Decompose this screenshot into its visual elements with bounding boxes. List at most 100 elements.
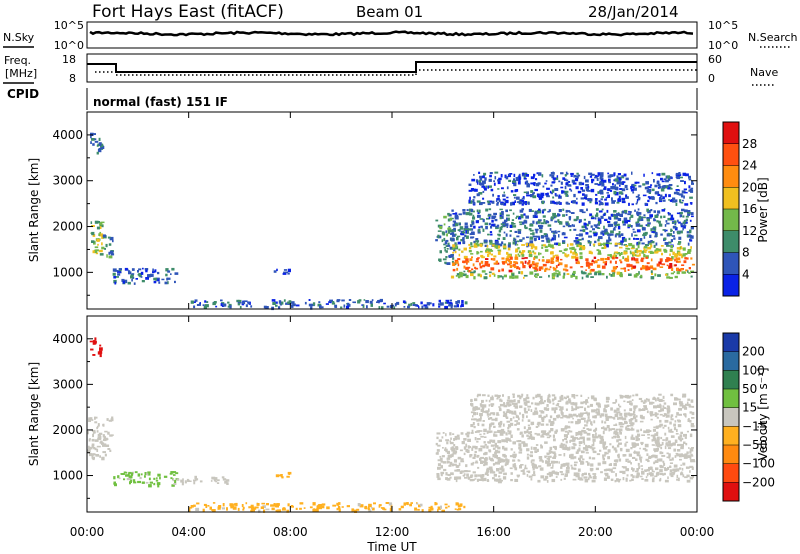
heatmap-cell [489,231,493,233]
heatmap-cell [446,248,449,250]
heatmap-cell [664,472,666,476]
heatmap-cell [514,423,517,426]
heatmap-cell [640,218,644,221]
heatmap-cell [666,452,669,455]
heatmap-cell [629,422,633,424]
heatmap-cell [508,269,513,273]
heatmap-cell [571,409,574,412]
heatmap-cell [534,188,538,192]
heatmap-cell [594,409,597,412]
heatmap-cell [673,470,676,473]
heatmap-cell [651,456,656,458]
heatmap-cell [400,505,404,509]
heatmap-cell [576,438,580,440]
heatmap-cell [666,456,670,459]
heatmap-cell [566,465,570,468]
heatmap-cell [652,444,655,446]
heatmap-cell [493,182,496,186]
heatmap-cell [615,473,617,477]
heatmap-cell [624,252,628,255]
heatmap-cell [512,212,515,215]
heatmap-cell [489,274,492,278]
heatmap-cell [501,187,504,190]
heatmap-cell [646,208,650,212]
heatmap-cell [472,201,476,205]
heatmap-cell [504,260,508,264]
heatmap-cell [503,447,508,451]
heatmap-cell [99,344,102,347]
heatmap-cell [545,408,549,411]
heatmap-cell [533,446,537,450]
heatmap-cell [485,208,489,212]
heatmap-cell [498,475,501,478]
heatmap-cell [312,508,317,512]
heatmap-cell [357,503,361,507]
heatmap-cell [673,423,676,427]
heatmap-cell [599,414,602,418]
heatmap-cell [507,244,511,248]
heatmap-cell [582,193,585,196]
heatmap-cell [664,407,667,409]
heatmap-cell [463,228,466,231]
heatmap-cell [509,275,513,279]
heatmap-cell [651,469,654,471]
heatmap-cell [517,394,521,398]
heatmap-cell [611,200,615,204]
heatmap-cell [540,444,542,446]
heatmap-cell [444,249,446,252]
heatmap-cell [619,425,624,428]
heatmap-cell [436,449,440,452]
heatmap-cell [605,473,609,477]
heatmap-cell [683,441,686,444]
heatmap-cell [369,300,373,304]
heatmap-cell [573,396,576,399]
heatmap-cell [210,480,213,482]
heatmap-cell [554,460,558,464]
heatmap-cell [672,222,676,224]
heatmap-cell [632,468,635,472]
heatmap-cell [564,426,568,429]
heatmap-cell [506,438,511,442]
heatmap-cell [211,476,216,480]
heatmap-cell [666,276,671,279]
y-tick-label: 4000 [52,332,83,346]
heatmap-cell [546,480,549,483]
heatmap-cell [106,254,108,258]
heatmap-cell [488,450,492,453]
heatmap-cell [118,477,121,480]
heatmap-cell [521,393,524,397]
heatmap-cell [625,478,628,482]
heatmap-cell [529,251,532,254]
heatmap-cell [519,209,524,213]
heatmap-cell [402,300,406,303]
heatmap-cell [475,260,479,263]
heatmap-cell [613,190,617,195]
heatmap-cell [90,132,94,136]
heatmap-cell [590,424,593,426]
heatmap-cell [640,257,645,260]
heatmap-cell [615,214,618,217]
heatmap-cell [563,396,566,399]
heatmap-cell [477,273,481,277]
heatmap-cell [592,438,596,442]
heatmap-cell [671,229,673,232]
heatmap-cell [656,173,661,176]
heatmap-cell [496,457,499,460]
heatmap-cell [101,242,103,246]
heatmap-cell [550,473,553,477]
heatmap-cell [631,422,635,425]
heatmap-cell [453,459,457,463]
heatmap-cell [661,451,664,454]
heatmap-cell [657,404,660,408]
heatmap-cell [601,273,605,276]
heatmap-cell [486,200,489,203]
heatmap-cell [501,439,506,443]
heatmap-cell [684,476,688,479]
heatmap-cell [645,244,649,247]
heatmap-cell [444,301,449,304]
heatmap-cell [657,274,661,277]
heatmap-cell [686,401,689,405]
heatmap-cell [475,407,479,411]
heatmap-cell [578,444,581,447]
